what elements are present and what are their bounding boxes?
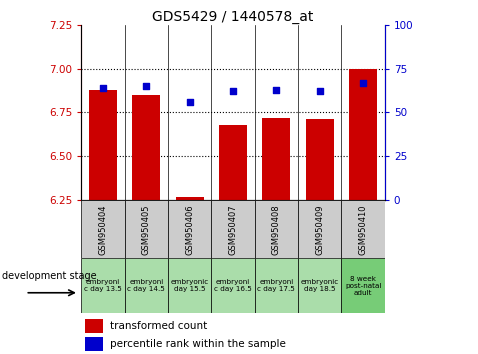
Bar xyxy=(125,258,168,313)
Title: GDS5429 / 1440578_at: GDS5429 / 1440578_at xyxy=(152,10,314,24)
Point xyxy=(272,87,280,92)
Bar xyxy=(219,125,247,200)
Text: GSM950407: GSM950407 xyxy=(228,205,238,255)
Point xyxy=(359,80,367,85)
Bar xyxy=(132,95,161,200)
Text: percentile rank within the sample: percentile rank within the sample xyxy=(110,339,286,349)
Text: embryoni
c day 14.5: embryoni c day 14.5 xyxy=(127,279,165,292)
Bar xyxy=(175,196,204,200)
Bar xyxy=(85,319,103,333)
Bar xyxy=(81,200,125,258)
Text: embryoni
c day 13.5: embryoni c day 13.5 xyxy=(84,279,122,292)
Text: embryonic
day 18.5: embryonic day 18.5 xyxy=(301,279,339,292)
Bar xyxy=(168,200,211,258)
Point xyxy=(99,85,107,91)
Bar xyxy=(85,337,103,351)
Text: development stage: development stage xyxy=(2,271,97,281)
Bar xyxy=(168,258,211,313)
Text: embryonic
day 15.5: embryonic day 15.5 xyxy=(171,279,209,292)
Bar xyxy=(211,200,255,258)
Bar xyxy=(81,258,125,313)
Text: GSM950410: GSM950410 xyxy=(358,205,368,255)
Text: GSM950404: GSM950404 xyxy=(98,205,108,255)
Bar xyxy=(298,200,341,258)
Text: 8 week
post-natal
adult: 8 week post-natal adult xyxy=(345,276,381,296)
Bar xyxy=(305,119,334,200)
Bar xyxy=(341,258,385,313)
Bar xyxy=(255,258,298,313)
Bar xyxy=(211,258,255,313)
Text: transformed count: transformed count xyxy=(110,321,207,331)
Text: GSM950409: GSM950409 xyxy=(315,205,324,255)
Point xyxy=(142,83,150,89)
Text: embryoni
c day 17.5: embryoni c day 17.5 xyxy=(258,279,295,292)
Text: GSM950406: GSM950406 xyxy=(185,205,194,255)
Text: GSM950405: GSM950405 xyxy=(142,205,151,255)
Bar xyxy=(349,69,377,200)
Bar xyxy=(298,258,341,313)
Bar xyxy=(125,200,168,258)
Text: GSM950408: GSM950408 xyxy=(272,205,281,255)
Point xyxy=(229,88,237,94)
Bar xyxy=(89,90,117,200)
Bar xyxy=(341,200,385,258)
Text: embryoni
c day 16.5: embryoni c day 16.5 xyxy=(214,279,252,292)
Bar xyxy=(262,118,291,200)
Point xyxy=(186,99,194,105)
Bar xyxy=(255,200,298,258)
Point xyxy=(316,88,324,94)
